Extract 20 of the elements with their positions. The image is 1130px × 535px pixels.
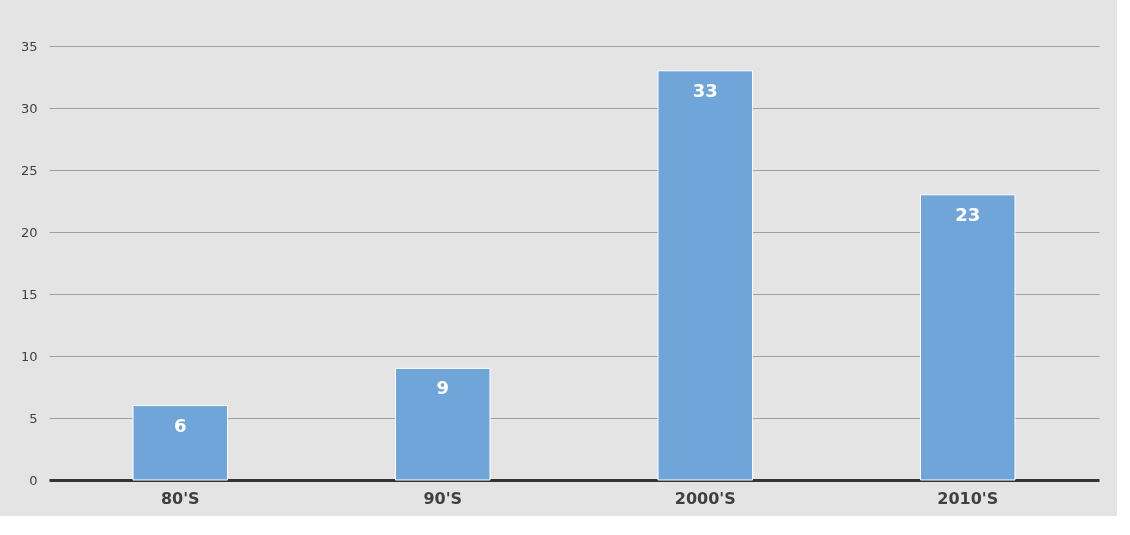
y-tick-label: 10 [20,348,38,364]
x-tick-label: 90'S [423,488,463,508]
bar [920,194,1016,481]
bar [657,70,753,481]
y-tick-label: 25 [20,162,38,178]
x-tick-label: 80'S [160,488,200,508]
y-tick-label: 30 [20,100,38,116]
x-tick-label: 2010'S [937,488,999,508]
bar [395,367,491,481]
data-label: 33 [692,79,718,101]
y-tick-label: 5 [29,410,38,426]
data-label: 6 [173,414,187,436]
bar [132,405,228,481]
y-tick-label: 35 [20,38,38,54]
y-tick-label: 15 [20,286,38,302]
y-tick-label: 20 [20,224,38,240]
y-tick-label: 0 [29,472,38,488]
data-label: 23 [955,203,981,225]
x-tick-label: 2000'S [674,488,736,508]
data-label: 9 [436,377,450,399]
